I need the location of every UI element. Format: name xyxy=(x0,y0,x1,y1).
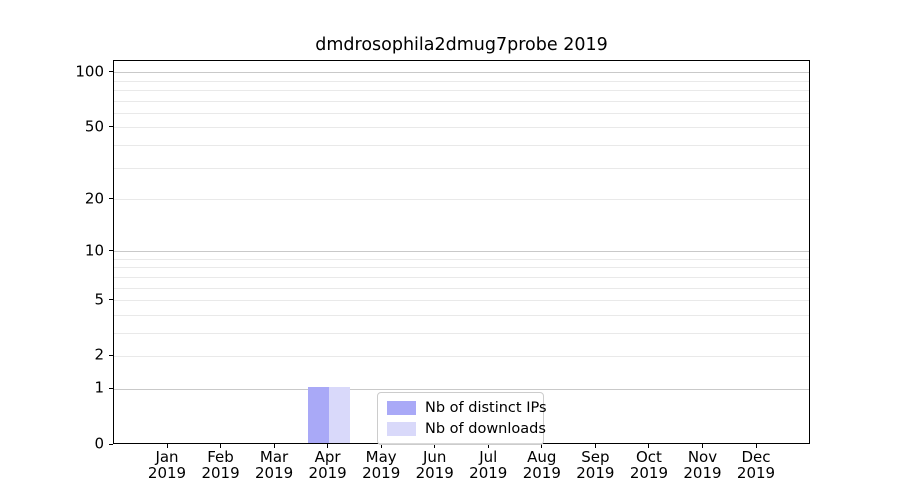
x-tick-label: Sep 2019 xyxy=(576,448,615,482)
gridline-minor xyxy=(114,267,809,269)
grid-layer xyxy=(114,61,809,443)
y-tick-label: 10 xyxy=(84,241,104,260)
x-tick-mark xyxy=(220,444,222,448)
x-tick-year: 2019 xyxy=(254,463,294,482)
x-tick-month: Sep xyxy=(581,448,610,466)
gridline-minor xyxy=(114,276,809,278)
y-tick-mark xyxy=(109,299,113,301)
gridline-minor xyxy=(114,167,809,169)
x-tick-month: May xyxy=(365,448,397,466)
x-tick-month: Feb xyxy=(207,448,234,466)
x-tick-year: 2019 xyxy=(308,463,347,482)
x-tick-year: 2019 xyxy=(736,463,776,482)
x-tick-year: 2019 xyxy=(415,463,454,482)
gridline-minor xyxy=(114,355,809,357)
x-tick-month: Mar xyxy=(259,448,289,466)
y-tick-mark xyxy=(109,443,113,445)
x-tick-label: Jan 2019 xyxy=(147,448,187,482)
gridline-minor xyxy=(114,113,809,115)
gridline-major xyxy=(114,388,809,390)
x-tick-mark xyxy=(380,444,382,448)
gridline-major xyxy=(114,72,809,74)
legend-label-distinct-ips: Nb of distinct IPs xyxy=(425,400,547,416)
x-tick-mark xyxy=(327,444,329,448)
gridline-major xyxy=(114,251,809,253)
y-tick-mark xyxy=(109,354,113,356)
x-tick-year: 2019 xyxy=(147,463,187,482)
x-tick-year: 2019 xyxy=(201,463,240,482)
x-tick-label: Apr 2019 xyxy=(308,448,347,482)
legend-entry-downloads: Nb of downloads xyxy=(387,421,546,437)
gridline-minor xyxy=(114,258,809,260)
gridline-minor xyxy=(114,300,809,302)
legend-entry-distinct-ips: Nb of distinct IPs xyxy=(387,400,547,416)
x-tick-label: May 2019 xyxy=(362,448,401,482)
x-tick-label: Feb 2019 xyxy=(201,448,240,482)
gridline-minor xyxy=(114,314,809,316)
gridline-minor xyxy=(114,145,809,147)
x-tick-label: Dec 2019 xyxy=(736,448,776,482)
y-tick-label: 1 xyxy=(94,378,104,397)
x-tick-year: 2019 xyxy=(522,463,561,482)
bars-layer xyxy=(114,61,809,443)
y-tick-label: 2 xyxy=(94,345,104,364)
x-tick-month: Dec xyxy=(741,448,771,466)
gridline-minor xyxy=(114,287,809,289)
x-tick-mark xyxy=(755,444,757,448)
y-tick-mark xyxy=(109,71,113,73)
y-tick-label: 100 xyxy=(75,62,104,81)
x-tick-month: Jan xyxy=(155,448,179,466)
x-tick-mark xyxy=(434,444,436,448)
x-tick-mark xyxy=(701,444,703,448)
y-tick-mark xyxy=(109,126,113,128)
x-tick-year: 2019 xyxy=(469,463,508,482)
x-tick-label: Nov 2019 xyxy=(683,448,722,482)
x-tick-month: Aug xyxy=(527,448,557,466)
y-tick-label: 20 xyxy=(84,189,104,207)
x-tick-mark xyxy=(648,444,650,448)
x-tick-label: Aug 2019 xyxy=(522,448,561,482)
legend-label-downloads: Nb of downloads xyxy=(425,421,546,437)
chart-title: dmdrosophila2dmug7probe 2019 xyxy=(315,35,608,55)
gridline-minor xyxy=(114,199,809,200)
x-tick-label: Jun 2019 xyxy=(415,448,454,482)
gridline-minor xyxy=(114,127,809,129)
gridline-minor xyxy=(114,332,809,334)
y-tick-mark xyxy=(109,387,113,389)
x-tick-year: 2019 xyxy=(362,463,401,482)
x-tick-month: Apr xyxy=(314,448,341,466)
x-tick-month: Jul xyxy=(479,448,498,466)
x-tick-year: 2019 xyxy=(683,463,722,482)
legend-swatch-downloads xyxy=(387,422,416,436)
x-tick-month: Oct xyxy=(635,448,662,466)
plot-area: Nb of distinct IPs Nb of downloads xyxy=(113,60,810,445)
legend: Nb of distinct IPs Nb of downloads xyxy=(377,392,547,445)
x-tick-month: Jun xyxy=(423,448,447,466)
x-tick-label: Oct 2019 xyxy=(629,448,668,482)
legend-swatch-distinct-ips xyxy=(387,401,416,415)
x-tick-mark xyxy=(541,444,543,448)
gridline-minor xyxy=(114,90,809,92)
x-tick-year: 2019 xyxy=(629,463,668,482)
x-tick-label: Jul 2019 xyxy=(469,448,508,482)
x-tick-month: Nov xyxy=(687,448,718,466)
y-tick-mark xyxy=(109,198,113,199)
y-tick-mark xyxy=(109,250,113,252)
x-tick-mark xyxy=(594,444,596,448)
x-tick-label: Mar 2019 xyxy=(254,448,294,482)
x-axis: Jan 2019 Feb 2019 Mar 2019 Apr 2019 May 2019 Jun 20… xyxy=(113,448,810,490)
x-tick-year: 2019 xyxy=(576,463,615,482)
gridline-minor xyxy=(114,80,809,82)
bar-downloads xyxy=(328,387,350,443)
gridline-minor xyxy=(114,100,809,102)
bar-distinct-ips xyxy=(307,387,329,443)
y-tick-label: 5 xyxy=(94,290,104,309)
x-tick-mark xyxy=(487,444,489,448)
y-axis: 0 1 2 5 10 20 50 100 xyxy=(0,60,104,451)
y-tick-label: 50 xyxy=(84,117,104,136)
x-tick-mark xyxy=(166,444,168,448)
y-tick-label: 0 xyxy=(94,434,104,453)
x-tick-mark xyxy=(273,444,275,448)
